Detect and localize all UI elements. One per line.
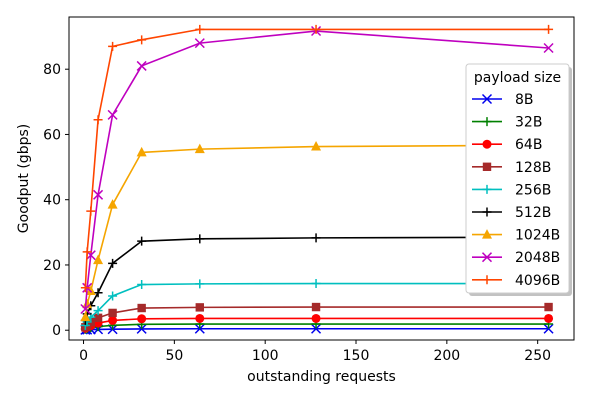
legend-marker-64B (482, 139, 492, 149)
legend-item-128B: 128B (472, 160, 551, 176)
data-point-4096B-16 (108, 41, 118, 51)
data-point-1024B-4 (85, 285, 96, 296)
plot-frame (68, 16, 575, 341)
data-point-8B-32 (136, 323, 147, 334)
data-point-64B-256 (544, 313, 554, 323)
data-point-1024B-128 (311, 141, 322, 151)
data-point-512B-64 (195, 234, 205, 244)
data-point-64B-16 (108, 315, 118, 325)
legend-item-256B: 256B (472, 182, 551, 198)
x-tick-label: 200 (433, 348, 460, 364)
data-point-512B-32 (137, 236, 147, 246)
legend-item-2048B: 2048B (472, 250, 560, 266)
legend-marker-32B (482, 117, 492, 127)
legend: payload size 8B 32B 64B 128B 256B 512B 1024B 20… (465, 63, 572, 296)
x-tick-label: 250 (524, 348, 551, 364)
series-4096B (80, 24, 554, 293)
plot-lines (80, 24, 554, 335)
data-point-128B-16 (108, 308, 117, 318)
data-point-128B-32 (137, 303, 146, 313)
data-point-4096B-2 (82, 247, 92, 257)
data-point-1024B-8 (93, 254, 104, 265)
data-point-512B-128 (311, 233, 321, 243)
data-point-256B-64 (195, 279, 205, 289)
legend-marker-8B (481, 93, 493, 105)
data-point-8B-128 (311, 323, 322, 334)
data-point-4096B-4 (86, 206, 96, 216)
x-tick-label: 0 (79, 348, 88, 364)
legend-item-512B: 512B (472, 205, 551, 221)
data-point-128B-256 (544, 302, 553, 312)
x-tick-label: 50 (165, 348, 183, 364)
x-axis-label: outstanding requests (247, 369, 396, 385)
x-tick-label: 100 (252, 348, 279, 364)
y-tick-label: 40 (43, 193, 61, 209)
data-point-64B-32 (137, 314, 147, 324)
data-point-256B-32 (137, 280, 147, 290)
legend-label: 64B (515, 137, 542, 153)
legend-label: 32B (515, 115, 542, 131)
data-point-4096B-32 (137, 35, 147, 45)
legend-marker-128B (482, 162, 492, 171)
legend-marker-2048B (481, 252, 493, 263)
legend-item-32B: 32B (472, 115, 542, 131)
data-point-8B-256 (543, 323, 554, 334)
data-point-1024B-64 (194, 143, 205, 154)
legend-marker-256B (482, 184, 492, 194)
series-8B (80, 323, 554, 335)
y-tick-label: 60 (43, 127, 61, 143)
legend-label: 8B (515, 92, 534, 108)
data-point-128B-64 (195, 303, 204, 312)
data-point-1024B-1 (80, 311, 91, 322)
data-point-2048B-32 (136, 60, 147, 71)
data-point-1024B-16 (107, 199, 118, 209)
x-tick-label: 150 (343, 348, 370, 364)
data-point-2048B-8 (93, 189, 104, 200)
data-point-2048B-16 (107, 109, 118, 120)
legend-item-64B: 64B (472, 137, 542, 153)
y-tick-label: 20 (43, 258, 61, 274)
data-point-2048B-256 (543, 42, 554, 54)
data-point-512B-8 (93, 288, 103, 298)
legend-marker-4096B (482, 275, 492, 285)
data-point-2048B-64 (194, 38, 205, 49)
data-point-4096B-256 (544, 24, 554, 34)
x-axis: 0 50 100 150 200 250 (79, 340, 551, 364)
legend-item-1024B: 1024B (472, 228, 560, 244)
legend-label: 4096B (515, 273, 560, 289)
legend-label: 512B (515, 205, 551, 221)
data-point-256B-16 (108, 291, 118, 301)
data-point-4096B-128 (311, 24, 321, 34)
legend-marker-1024B (482, 229, 492, 239)
data-point-64B-64 (195, 313, 205, 323)
legend-marker-512B (482, 207, 492, 217)
data-point-4096B-8 (93, 115, 103, 125)
legend-label: 2048B (515, 250, 560, 266)
y-axis: 0 20 40 60 80 (43, 62, 69, 339)
y-tick-label: 0 (52, 323, 61, 339)
data-point-256B-8 (93, 306, 103, 316)
legend-title: payload size (474, 70, 561, 86)
y-axis-label: Goodput (gbps) (16, 124, 32, 233)
data-point-128B-8 (93, 313, 103, 323)
data-point-64B-128 (311, 313, 321, 323)
data-point-1024B-32 (136, 146, 147, 157)
series-1024B (80, 139, 554, 322)
data-point-128B-128 (311, 302, 321, 312)
data-point-4096B-64 (195, 24, 205, 34)
legend-item-4096B: 4096B (472, 273, 560, 289)
legend-label: 256B (515, 182, 551, 198)
data-point-2048B-1 (80, 303, 91, 315)
legend-label: 128B (515, 160, 551, 176)
data-point-4096B-1 (80, 283, 90, 293)
legend-label: 1024B (515, 228, 560, 244)
data-point-8B-64 (194, 323, 205, 334)
data-point-256B-128 (311, 279, 321, 289)
y-tick-label: 80 (43, 62, 61, 78)
legend-entries: 8B 32B 64B 128B 256B 512B 1024B 2048B 4096B (472, 92, 560, 289)
data-point-512B-16 (108, 258, 118, 268)
legend-item-8B: 8B (472, 92, 534, 108)
